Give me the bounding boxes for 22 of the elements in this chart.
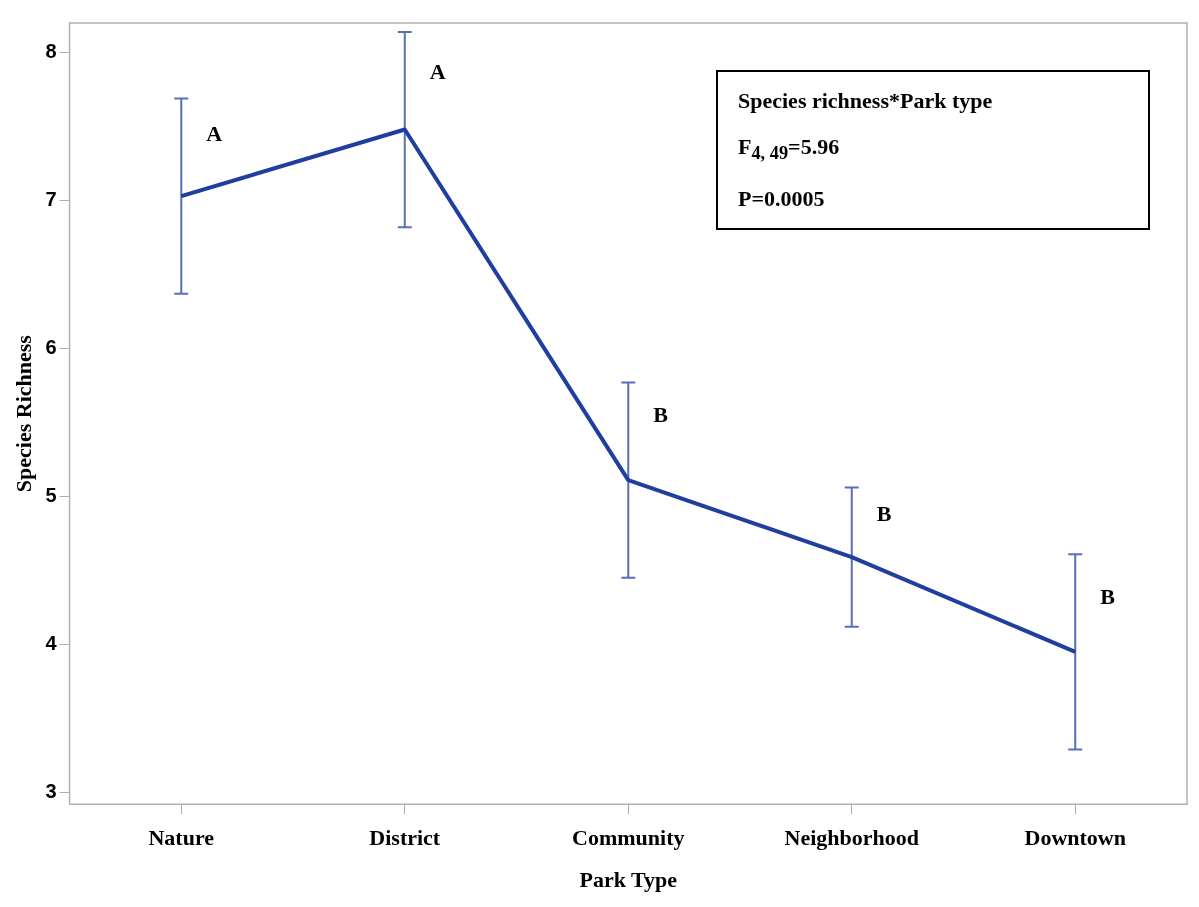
annotation: B [1100,584,1116,610]
annotation: A [429,58,446,84]
x-axis-title: Park Type [579,867,678,893]
annotation: Species richness*Park type [738,87,994,115]
x-tick-label: District [369,825,441,851]
y-tick-label: 6 [45,336,57,359]
x-tick-label: Neighborhood [784,825,919,851]
annotation: A [206,121,223,147]
annotation: B [653,402,669,428]
y-tick-label: 5 [45,483,57,506]
x-tick-label: Downtown [1024,825,1126,851]
y-tick-label: 4 [45,631,58,654]
x-tick-label: Community [572,825,685,851]
note-box: Species richness*Park type F$_{4, 49}$=5.96 P=0.0005 [716,70,1150,231]
y-tick-label: 7 [45,188,57,211]
annotation: F$_{4, 49}$=5.96 [738,133,841,166]
y-tick-label: 3 [45,779,57,802]
annotation: P=0.0005 [738,185,826,214]
x-tick-label: Nature [148,825,215,851]
annotation: B [876,501,892,527]
y-axis-title: Species Richness [10,334,36,493]
y-tick-label: 8 [45,40,57,63]
